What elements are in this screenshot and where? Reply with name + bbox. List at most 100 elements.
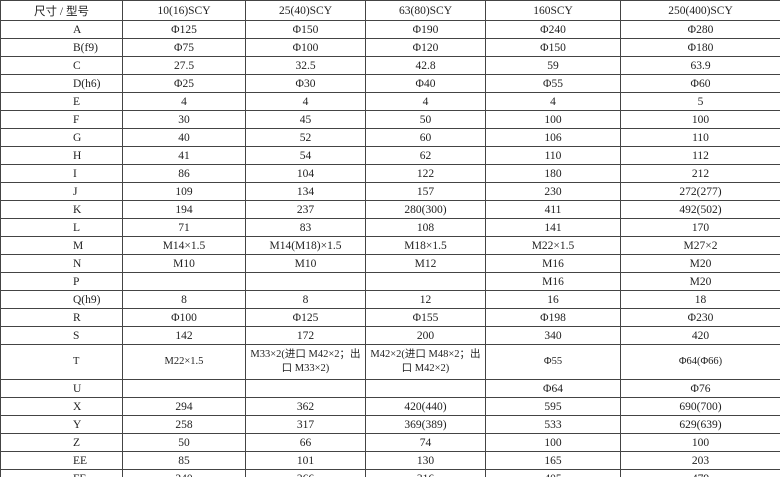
table-cell: 104 (245, 164, 366, 183)
table-cell: M10 (245, 254, 366, 273)
table-cell: Φ125 (245, 308, 366, 327)
table-cell: 54 (245, 146, 366, 165)
table-cell: 63.9 (620, 56, 780, 75)
table-cell: 690(700) (620, 397, 780, 416)
table-cell (122, 379, 246, 398)
table-row: Q(h9) 8 8 12 16 18 (0, 290, 780, 309)
table-cell: 32.5 (245, 56, 366, 75)
table-cell: 74 (365, 433, 486, 452)
table-cell: Φ100 (245, 38, 366, 57)
table-cell: M14×1.5 (122, 236, 246, 255)
table-cell: 86 (122, 164, 246, 183)
table-cell: 479 (620, 469, 780, 477)
table-cell: M12 (365, 254, 486, 273)
row-label: K (0, 200, 123, 219)
table-cell: 52 (245, 128, 366, 147)
header-cell: 160SCY (485, 0, 621, 21)
table-cell: 411 (485, 200, 621, 219)
table-row: D(h6) Φ25 Φ30 Φ40 Φ55 Φ60 (0, 74, 780, 93)
row-label: M (0, 236, 123, 255)
table-cell: 420(440) (365, 397, 486, 416)
table-row: A Φ125 Φ150 Φ190 Φ240 Φ280 (0, 20, 780, 39)
table-cell: M22×1.5 (485, 236, 621, 255)
table-cell: Φ64(Φ66) (620, 344, 780, 380)
table-cell: 110 (620, 128, 780, 147)
table-cell: Φ240 (485, 20, 621, 39)
row-label: S (0, 326, 123, 345)
header-cell: 尺寸 / 型号 (0, 0, 123, 21)
table-cell: 45 (245, 110, 366, 129)
header-cell: 10(16)SCY (122, 0, 246, 21)
table-cell: 100 (620, 110, 780, 129)
table-cell: 317 (245, 415, 366, 434)
table-cell: 595 (485, 397, 621, 416)
table-cell: 165 (485, 451, 621, 470)
table-cell: Φ150 (245, 20, 366, 39)
table-cell: 200 (365, 326, 486, 345)
table-cell: 420 (620, 326, 780, 345)
table-cell: 157 (365, 182, 486, 201)
row-label: J (0, 182, 123, 201)
row-label: E (0, 92, 123, 111)
table-row: Z 50 66 74 100 100 (0, 433, 780, 452)
table-row: X 294 362 420(440) 595 690(700) (0, 397, 780, 416)
table-cell: 8 (122, 290, 246, 309)
table-cell: M27×2 (620, 236, 780, 255)
table-cell: Φ55 (485, 74, 621, 93)
row-label: X (0, 397, 123, 416)
table-cell: 170 (620, 218, 780, 237)
row-label: R (0, 308, 123, 327)
table-row: I 86 104 122 180 212 (0, 164, 780, 183)
table-row: S 142 172 200 340 420 (0, 326, 780, 345)
table-cell: 62 (365, 146, 486, 165)
row-label: C (0, 56, 123, 75)
row-label: Z (0, 433, 123, 452)
table-cell: 266 (245, 469, 366, 477)
table-cell: Φ30 (245, 74, 366, 93)
table-cell: 212 (620, 164, 780, 183)
table-cell: M18×1.5 (365, 236, 486, 255)
table-cell: Φ155 (365, 308, 486, 327)
table-cell: 492(502) (620, 200, 780, 219)
table-row: B(f9) Φ75 Φ100 Φ120 Φ150 Φ180 (0, 38, 780, 57)
table-cell: M22×1.5 (122, 344, 246, 380)
table-cell: Φ150 (485, 38, 621, 57)
table-cell: Φ60 (620, 74, 780, 93)
table-row: EE 85 101 130 165 203 (0, 451, 780, 470)
table-cell: Φ230 (620, 308, 780, 327)
table-row: N M10 M10 M12 M16 M20 (0, 254, 780, 273)
table-cell: Φ25 (122, 74, 246, 93)
table-row: H 41 54 62 110 112 (0, 146, 780, 165)
table-row: U Φ64 Φ76 (0, 379, 780, 398)
table-cell: 134 (245, 182, 366, 201)
table-row: FF240266316405479 (0, 469, 780, 477)
table-cell: Φ120 (365, 38, 486, 57)
table-cell: 40 (122, 128, 246, 147)
row-label: Q(h9) (0, 290, 123, 309)
table-cell: 100 (485, 433, 621, 452)
row-label: Y (0, 415, 123, 434)
table-cell: M20 (620, 272, 780, 291)
table-cell: 108 (365, 218, 486, 237)
table-cell: 141 (485, 218, 621, 237)
table-cell: 203 (620, 451, 780, 470)
table-cell: M16 (485, 254, 621, 273)
table-cell: 50 (365, 110, 486, 129)
table-row: T M22×1.5 M33×2(进口 M42×2；出口 M33×2) M42×2(进口… (0, 344, 780, 380)
table-cell: 8 (245, 290, 366, 309)
table-row: P M16 M20 (0, 272, 780, 291)
table-cell: 4 (245, 92, 366, 111)
row-label: FF (0, 469, 123, 477)
table-cell: 27.5 (122, 56, 246, 75)
table-cell (122, 272, 246, 291)
table-cell: Φ280 (620, 20, 780, 39)
table-cell: Φ100 (122, 308, 246, 327)
table-cell: 112 (620, 146, 780, 165)
table-body: A Φ125 Φ150 Φ190 Φ240 Φ280 B(f9) Φ75 Φ100 Φ120 Φ15… (0, 20, 780, 477)
table-cell (365, 379, 486, 398)
table-cell: 4 (485, 92, 621, 111)
table-cell: M20 (620, 254, 780, 273)
